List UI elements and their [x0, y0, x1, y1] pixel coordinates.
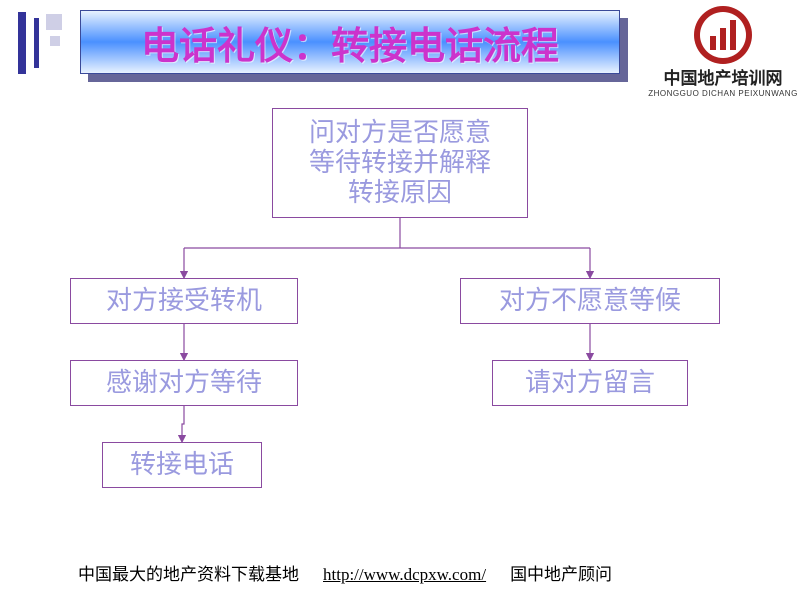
logo-mark	[694, 6, 752, 64]
logo-text-pinyin: ZHONGGUO DICHAN PEIXUNWANG	[648, 89, 798, 98]
footer-left: 中国最大的地产资料下载基地	[78, 560, 299, 585]
logo-text-cn: 中国地产培训网	[648, 64, 798, 89]
brand-logo: 中国地产培训网 ZHONGGUO DICHAN PEIXUNWANG	[648, 6, 798, 98]
slide-title-text: 电话礼仪：转接电话流程	[141, 15, 559, 70]
footer-link[interactable]: http://www.dcpxw.com/	[323, 565, 486, 585]
flow-node-thanks: 感谢对方等待	[70, 360, 298, 406]
flow-node-accept: 对方接受转机	[70, 278, 298, 324]
flow-node-transfer: 转接电话	[102, 442, 262, 488]
flow-node-msg: 请对方留言	[492, 360, 688, 406]
flow-node-refuse: 对方不愿意等候	[460, 278, 720, 324]
footer-right: 国中地产顾问	[510, 560, 612, 585]
decor-bar-2	[34, 18, 39, 68]
slide-footer: 中国最大的地产资料下载基地 http://www.dcpxw.com/ 国中地产…	[78, 560, 612, 585]
decor-sq-2	[50, 36, 60, 46]
flow-node-root: 问对方是否愿意等待转接并解释转接原因	[272, 108, 528, 218]
decor-bar-1	[18, 12, 26, 74]
slide-title: 电话礼仪：转接电话流程	[80, 10, 620, 74]
decor-sq-1	[46, 14, 62, 30]
